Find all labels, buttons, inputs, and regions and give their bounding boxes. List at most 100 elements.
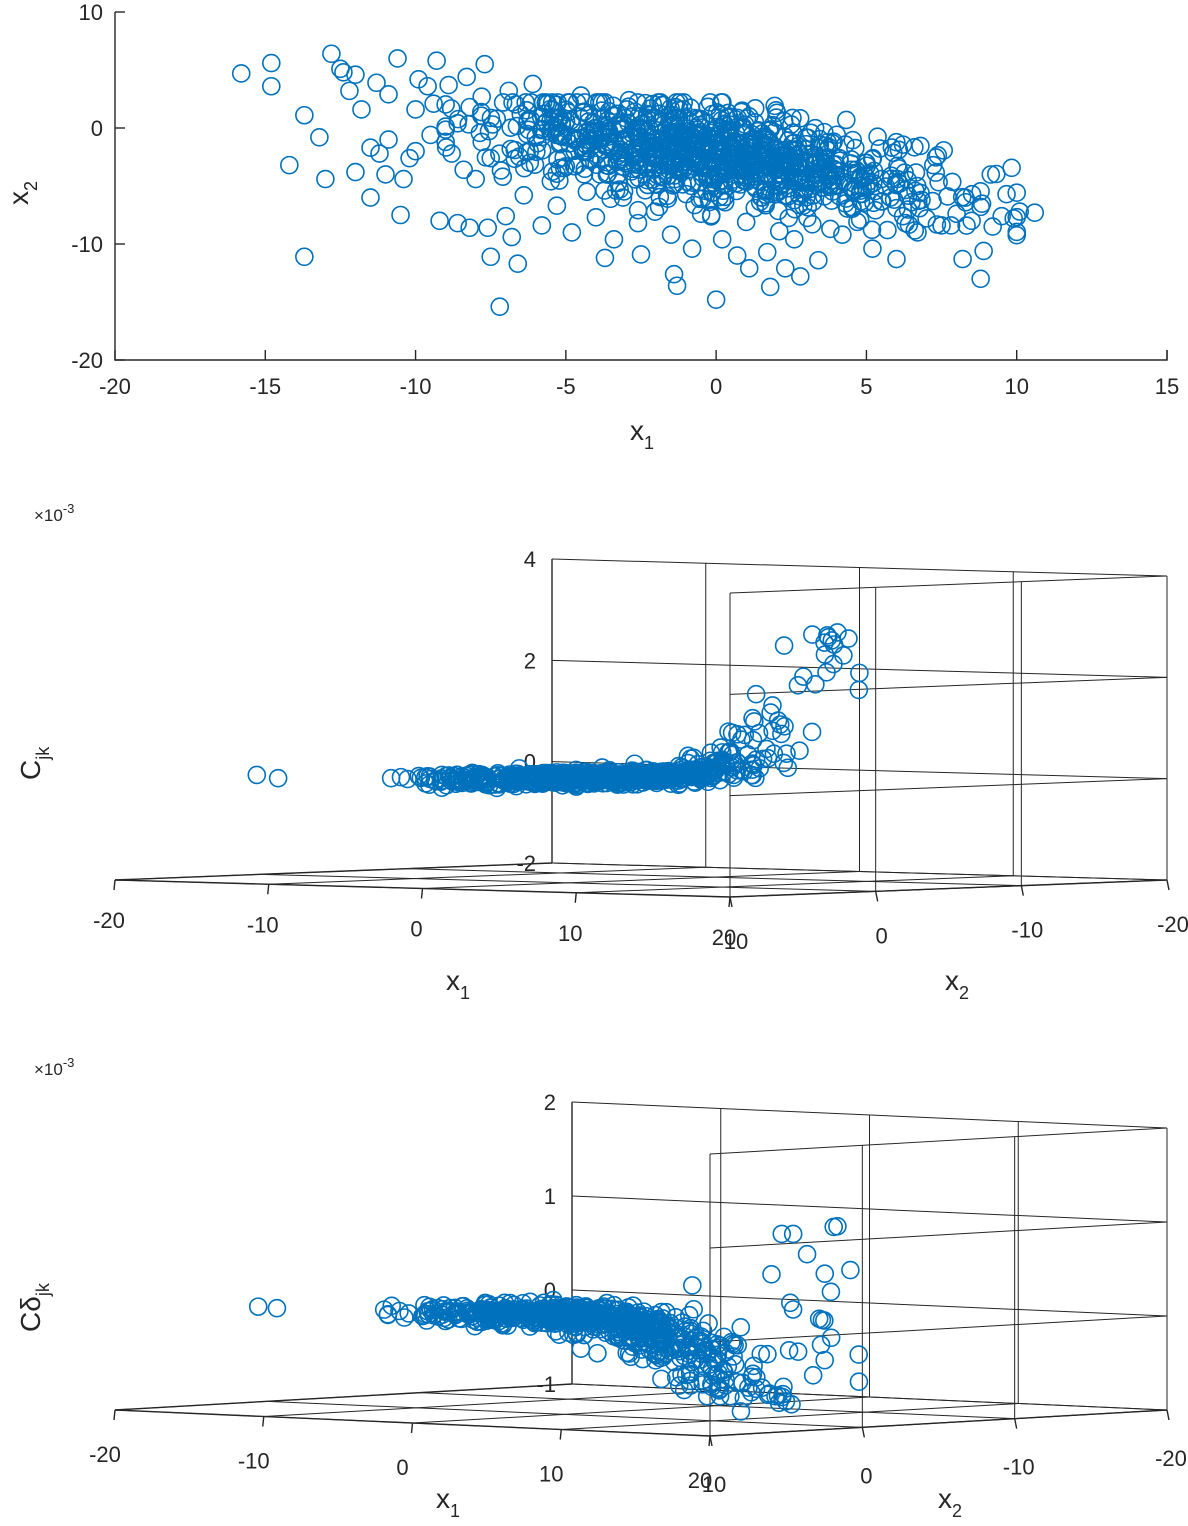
p2-z-label: Cjk	[15, 746, 53, 780]
point	[533, 774, 553, 793]
p1-point	[803, 214, 822, 234]
p1-x-tick-label: -15	[249, 374, 281, 399]
p1-point	[565, 141, 584, 161]
point	[485, 767, 505, 786]
p2-y-label: x2	[945, 965, 969, 1003]
point	[694, 763, 714, 783]
p1-point	[448, 213, 467, 233]
p1-point	[992, 206, 1011, 226]
point	[660, 1319, 680, 1339]
y-tick-label: 0	[860, 1463, 872, 1488]
point	[762, 1264, 781, 1284]
point	[790, 741, 809, 761]
p1-point	[604, 230, 624, 249]
p1-point	[789, 195, 809, 215]
z-tick-label: -2	[516, 851, 536, 876]
point	[519, 764, 539, 784]
point	[815, 1350, 834, 1370]
p1-point	[701, 169, 721, 189]
p1-point	[674, 159, 693, 178]
x-tick	[559, 1429, 562, 1440]
p1-point	[706, 290, 726, 309]
p1-point	[908, 191, 928, 211]
p1-point	[651, 124, 671, 144]
p1-point	[577, 182, 597, 202]
point	[614, 775, 633, 794]
y-tick	[729, 896, 733, 908]
p1-point	[665, 174, 684, 194]
p1-point	[394, 169, 413, 189]
point	[710, 1338, 729, 1358]
point	[773, 1387, 792, 1407]
z-tick-label: 2	[544, 1090, 556, 1115]
point	[743, 708, 762, 728]
p1-point	[466, 169, 485, 189]
p1-point	[547, 196, 567, 216]
p1-point	[856, 178, 876, 197]
p1-point	[472, 87, 491, 106]
point	[794, 667, 813, 686]
p1-y-tick-label: 10	[79, 0, 103, 25]
point	[725, 1335, 744, 1355]
x-tick	[267, 884, 270, 895]
p1-point	[971, 269, 990, 289]
p1-point	[674, 93, 694, 112]
p1-point	[659, 156, 678, 176]
x-tick	[410, 1422, 414, 1434]
p1-point	[972, 194, 992, 213]
p1-point	[567, 93, 587, 112]
p1-point	[736, 212, 756, 232]
p1-point	[515, 158, 534, 178]
floor-grid-x	[263, 1390, 721, 1417]
wall-grid-z	[551, 862, 1168, 881]
p1-point	[588, 121, 608, 141]
wall-grid-z2	[709, 1221, 1168, 1249]
p1-point	[727, 246, 747, 265]
p1-point	[790, 172, 810, 192]
p1-point	[439, 75, 458, 95]
p1-point	[541, 122, 560, 142]
point	[734, 761, 754, 781]
point	[586, 766, 606, 785]
p1-point	[379, 85, 398, 104]
point	[498, 772, 518, 792]
p1-point	[595, 181, 614, 200]
p1-point	[418, 76, 437, 96]
wall-grid-z2	[709, 1315, 1168, 1343]
point	[418, 1301, 437, 1321]
point	[669, 1376, 689, 1395]
x-tick-label: 10	[539, 1462, 563, 1487]
p1-y-tick-label: -20	[71, 348, 103, 373]
p1-point	[820, 166, 840, 186]
p1-point	[957, 216, 976, 235]
p1-point	[764, 146, 784, 166]
point	[797, 1244, 817, 1264]
p3-y-label: x2	[938, 1483, 962, 1521]
p1-point	[346, 162, 365, 182]
p1-point	[388, 49, 407, 68]
point	[634, 764, 654, 783]
point	[434, 1308, 454, 1328]
p1-point	[654, 95, 674, 115]
p1-point	[615, 151, 635, 171]
point	[701, 1339, 721, 1359]
p1-y-tick-label: 0	[91, 116, 103, 141]
point	[788, 1342, 808, 1361]
p1-point	[424, 94, 443, 113]
p1-point	[562, 223, 582, 242]
p1-point	[791, 267, 810, 286]
point	[703, 1366, 722, 1386]
point	[650, 1348, 670, 1368]
point	[824, 1217, 844, 1237]
p1-point	[490, 297, 510, 316]
p3-x-label: x1	[436, 1483, 460, 1521]
p2-exponent: ×10-3	[34, 501, 74, 525]
p1-point	[516, 93, 536, 112]
p1-point	[882, 138, 902, 157]
y-tick-label: -10	[1003, 1455, 1035, 1480]
point	[549, 1325, 569, 1345]
p1-point	[616, 108, 635, 128]
floor-grid-y	[406, 868, 1022, 887]
point	[772, 1224, 792, 1244]
